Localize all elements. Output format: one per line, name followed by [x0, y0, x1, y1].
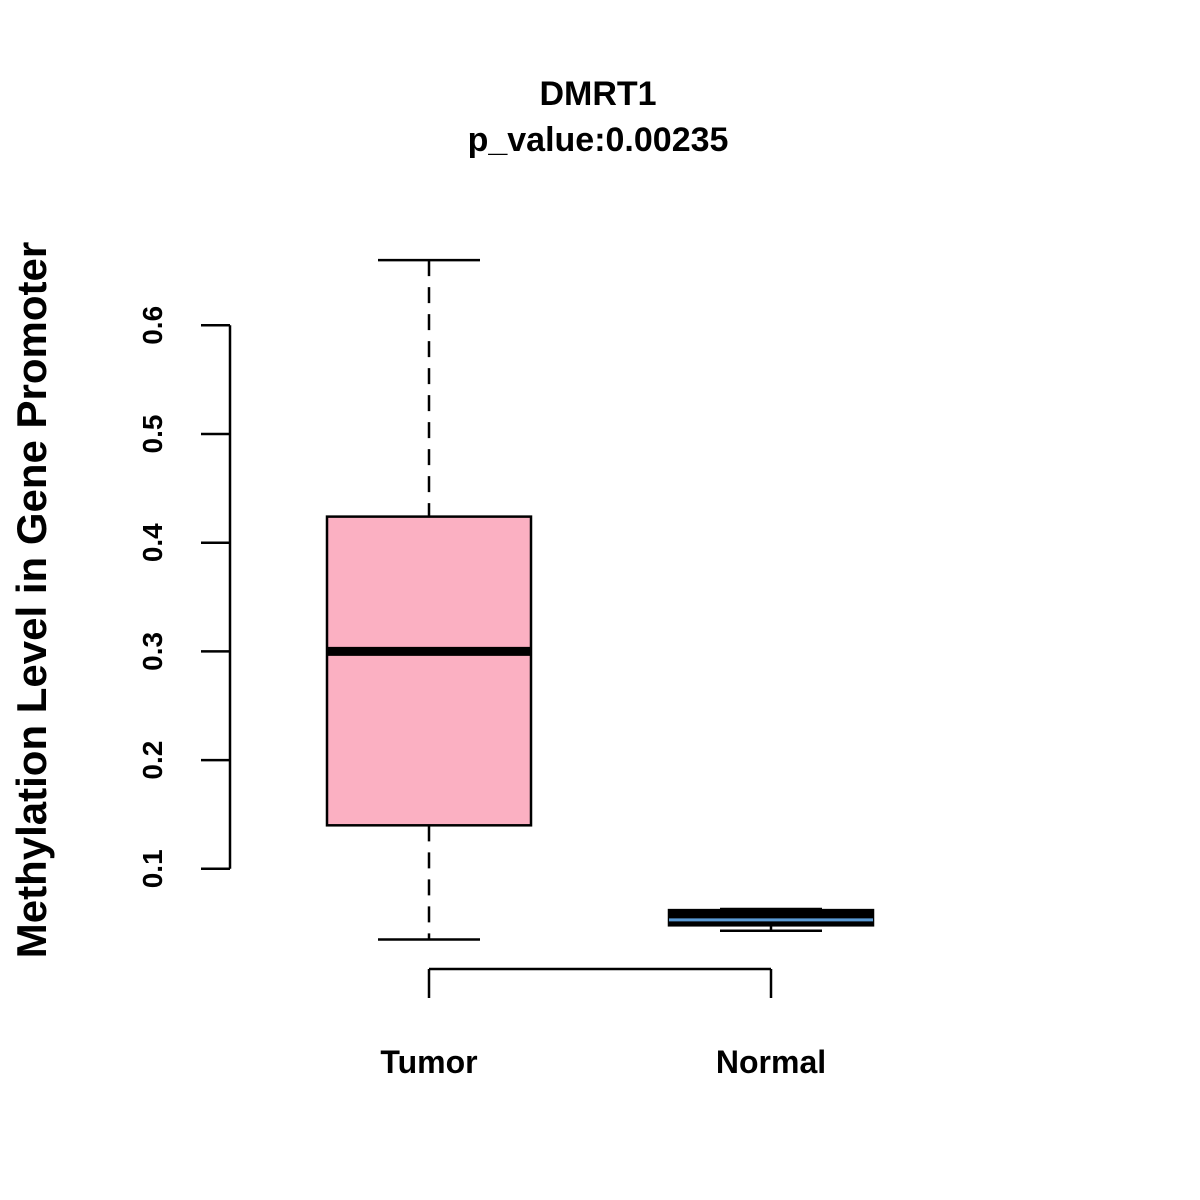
iqr-box	[667, 908, 875, 927]
y-tick-label: 0.5	[137, 415, 168, 454]
boxes	[325, 258, 875, 941]
chart-title: DMRT1	[539, 75, 656, 113]
y-tick-label: 0.4	[137, 523, 168, 562]
y-axis-label: Methylation Level in Gene Promoter	[8, 242, 55, 958]
box-normal	[667, 907, 875, 933]
y-axis: 0.1 0.2 0.3 0.4 0.5 0.6	[137, 306, 232, 888]
y-tick-label: 0.6	[137, 306, 168, 345]
x-axis: Tumor Normal	[380, 967, 826, 1080]
chart-subtitle: p_value:0.00235	[468, 121, 729, 159]
x-tick-label: Tumor	[380, 1044, 477, 1080]
iqr-box	[325, 515, 533, 827]
y-tick-label: 0.3	[137, 632, 168, 671]
x-tick-label: Normal	[716, 1044, 826, 1080]
box-tumor	[325, 258, 533, 941]
y-tick-label: 0.2	[137, 741, 168, 780]
y-tick-label: 0.1	[137, 849, 168, 888]
